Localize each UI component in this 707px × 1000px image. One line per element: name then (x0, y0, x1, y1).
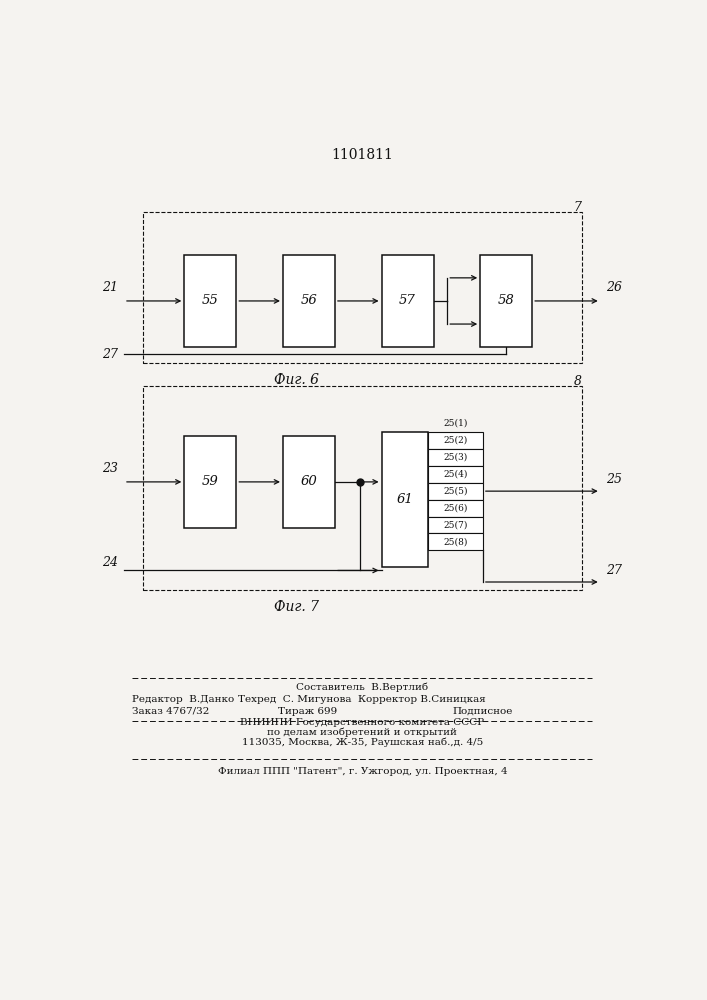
Text: 25(1): 25(1) (443, 419, 467, 428)
Text: 25(4): 25(4) (443, 470, 467, 479)
Text: Составитель  В.Вертлиб: Составитель В.Вертлиб (296, 683, 428, 692)
Text: 8: 8 (574, 375, 582, 388)
Text: 55: 55 (202, 294, 218, 307)
Bar (382, 432, 428, 567)
Text: Техред  С. Мигунова  Корректор В.Синицкая: Техред С. Мигунова Корректор В.Синицкая (238, 695, 486, 704)
Text: Фиг. 7: Фиг. 7 (274, 600, 319, 614)
Text: 113035, Москва, Ж-35, Раушская наб.,д. 4/5: 113035, Москва, Ж-35, Раушская наб.,д. 4… (242, 737, 483, 747)
Text: 26: 26 (606, 281, 622, 294)
Text: 59: 59 (202, 475, 218, 488)
Text: 23: 23 (103, 462, 119, 475)
Text: 24: 24 (103, 556, 119, 569)
Text: 25(7): 25(7) (443, 521, 467, 530)
Text: ВНИИПИ Государственного комитета СССР: ВНИИПИ Государственного комитета СССР (240, 718, 484, 727)
Bar (144, 386, 582, 590)
Text: 27: 27 (606, 564, 622, 577)
Text: 56: 56 (300, 294, 317, 307)
Text: 25(3): 25(3) (443, 453, 467, 462)
Bar (428, 500, 483, 517)
Bar (428, 449, 483, 466)
Bar (382, 255, 433, 347)
Text: Редактор  В.Данко: Редактор В.Данко (132, 695, 235, 704)
Text: Филиал ППП "Патент", г. Ужгород, ул. Проектная, 4: Филиал ППП "Патент", г. Ужгород, ул. Про… (218, 767, 507, 776)
Bar (428, 483, 483, 500)
Text: Тираж 699: Тираж 699 (278, 707, 337, 716)
Text: 27: 27 (103, 348, 119, 361)
Text: 25(8): 25(8) (443, 537, 467, 546)
Bar (428, 466, 483, 483)
Bar (144, 212, 582, 363)
Text: 57: 57 (399, 294, 416, 307)
Text: Заказ 4767/32: Заказ 4767/32 (132, 707, 209, 716)
Bar (428, 517, 483, 533)
Text: 25(6): 25(6) (443, 504, 467, 513)
Bar (283, 255, 335, 347)
Bar (480, 255, 532, 347)
Text: 21: 21 (103, 281, 119, 294)
Bar (283, 436, 335, 528)
Text: 25(2): 25(2) (443, 436, 467, 445)
Text: 60: 60 (300, 475, 317, 488)
Text: 58: 58 (498, 294, 515, 307)
Text: Подписное: Подписное (452, 707, 513, 716)
Text: 25: 25 (606, 473, 622, 486)
Bar (428, 432, 483, 449)
Bar (185, 255, 236, 347)
Text: по делам изобретений и открытий: по делам изобретений и открытий (267, 727, 457, 737)
Bar (185, 436, 236, 528)
Text: Фиг. 6: Фиг. 6 (274, 373, 319, 387)
Text: 25(5): 25(5) (443, 487, 468, 496)
Text: 7: 7 (574, 201, 582, 214)
Bar (428, 533, 483, 550)
Text: 61: 61 (397, 493, 413, 506)
Text: 1101811: 1101811 (332, 148, 393, 162)
